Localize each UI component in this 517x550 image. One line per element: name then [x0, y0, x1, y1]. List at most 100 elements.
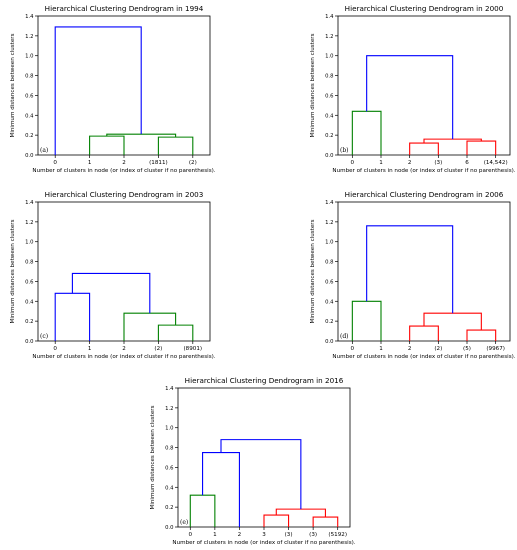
- y-tick-label: 1.0: [325, 240, 334, 246]
- dendrogram-link: [123, 312, 177, 341]
- y-tick-label: 1.0: [25, 240, 34, 246]
- y-tick-label: 0.4: [165, 485, 174, 491]
- y-tick-label: 1.2: [165, 406, 173, 412]
- leaf-label: 0: [53, 346, 57, 352]
- x-axis-label: Number of clusters in node (or index of …: [32, 354, 215, 360]
- dendrogram-link: [157, 324, 194, 341]
- dendrogram-link: [157, 136, 194, 155]
- y-tick-label: 0.2: [325, 133, 333, 139]
- y-axis-label: Minimum distances between clusters: [10, 33, 16, 137]
- y-tick-label: 1.0: [165, 426, 174, 432]
- y-tick-label: 1.4: [325, 14, 334, 20]
- leaf-label: 0: [53, 160, 57, 166]
- axes-frame: [177, 387, 351, 528]
- dendrogram-link: [366, 55, 454, 140]
- leaf-label: (3): [285, 532, 293, 538]
- y-tick-label: 0.4: [325, 299, 334, 305]
- y-tick-label: 1.0: [25, 54, 34, 60]
- y-tick-label: 1.2: [25, 220, 33, 226]
- leaf-label: (2): [154, 346, 162, 352]
- dendrogram-link: [54, 292, 91, 341]
- y-tick-label: 0.4: [25, 113, 34, 119]
- chart-title: Hierarchical Clustering Dendrogram in 20…: [345, 4, 504, 13]
- y-tick-label: 0.8: [25, 260, 34, 266]
- dendrogram-link: [366, 225, 454, 314]
- y-tick-label: 1.4: [25, 14, 34, 20]
- y-tick-label: 0.0: [25, 153, 34, 159]
- leaf-label: 1: [88, 346, 92, 352]
- leaf-label: (3): [309, 532, 317, 538]
- leaf-label: (2): [189, 160, 197, 166]
- leaf-label: 0: [351, 346, 355, 352]
- dendrogram-panel-1: Hierarchical Clustering Dendrogram in 19…: [10, 4, 216, 174]
- chart-title: Hierarchical Clustering Dendrogram in 19…: [45, 4, 204, 13]
- panel-label: (d): [340, 333, 349, 340]
- dendrogram-link: [54, 26, 142, 155]
- y-tick-label: 0.6: [25, 279, 34, 285]
- leaf-label: 2: [408, 346, 412, 352]
- leaf-label: (2): [434, 346, 442, 352]
- y-tick-label: 0.8: [325, 74, 334, 80]
- panel-label: (b): [340, 147, 349, 154]
- y-tick-label: 0.2: [25, 319, 33, 325]
- dendrogram-link: [312, 516, 339, 527]
- y-tick-label: 0.2: [325, 319, 333, 325]
- leaf-label: (14,542): [484, 160, 508, 166]
- panel-label: (c): [40, 333, 48, 340]
- x-axis-label: Number of clusters in node (or index of …: [332, 354, 515, 360]
- dendrogram-link: [409, 325, 439, 341]
- leaf-label: 2: [408, 160, 412, 166]
- dendrogram-link: [220, 439, 302, 510]
- x-axis-label: Number of clusters in node (or index of …: [32, 168, 215, 174]
- y-tick-label: 0.2: [25, 133, 33, 139]
- dendrogram-link: [202, 451, 240, 527]
- y-tick-label: 0.6: [325, 93, 334, 99]
- leaf-label: 1: [88, 160, 92, 166]
- dendrogram-link: [263, 514, 290, 527]
- y-tick-label: 1.2: [325, 220, 333, 226]
- y-tick-label: 1.4: [325, 200, 334, 206]
- y-tick-label: 0.6: [165, 465, 174, 471]
- x-axis-label: Number of clusters in node (or index of …: [332, 168, 515, 174]
- leaf-label: 0: [351, 160, 355, 166]
- y-tick-label: 0.6: [325, 279, 334, 285]
- y-tick-label: 1.0: [325, 54, 334, 60]
- chart-title: Hierarchical Clustering Dendrogram in 20…: [185, 376, 344, 385]
- y-tick-label: 1.2: [325, 34, 333, 40]
- leaf-label: 6: [465, 160, 469, 166]
- leaf-label: 0: [189, 532, 193, 538]
- dendrogram-panel-3: Hierarchical Clustering Dendrogram in 20…: [10, 190, 216, 360]
- dendrogram-link: [466, 140, 497, 155]
- leaf-label: 1: [213, 532, 217, 538]
- leaf-label: 2: [122, 160, 126, 166]
- y-tick-label: 0.8: [165, 446, 174, 452]
- y-tick-label: 0.2: [165, 505, 173, 511]
- dendrogram-panel-5: Hierarchical Clustering Dendrogram in 20…: [150, 376, 356, 546]
- leaf-label: 2: [122, 346, 126, 352]
- dendrogram-panel-4: Hierarchical Clustering Dendrogram in 20…: [310, 190, 516, 360]
- y-tick-label: 0.0: [165, 525, 174, 531]
- chart-title: Hierarchical Clustering Dendrogram in 20…: [345, 190, 504, 199]
- chart-title: Hierarchical Clustering Dendrogram in 20…: [45, 190, 204, 199]
- y-tick-label: 0.0: [25, 339, 34, 345]
- dendrogram-link: [71, 272, 151, 314]
- y-tick-label: 1.4: [165, 386, 174, 392]
- y-tick-label: 0.8: [325, 260, 334, 266]
- y-tick-label: 0.6: [25, 93, 34, 99]
- dendrogram-link: [351, 110, 382, 155]
- y-tick-label: 0.8: [25, 74, 34, 80]
- leaf-label: (5192): [328, 532, 347, 538]
- dendrogram-link: [466, 329, 497, 341]
- dendrogram-link: [89, 135, 125, 155]
- y-tick-label: 1.2: [25, 34, 33, 40]
- y-tick-label: 0.0: [325, 153, 334, 159]
- leaf-label: 1: [379, 160, 383, 166]
- leaf-label: 1: [379, 346, 383, 352]
- dendrogram-link: [351, 300, 382, 341]
- panel-label: (a): [40, 147, 48, 154]
- y-axis-label: Minimum distances between clusters: [150, 405, 156, 509]
- dendrogram-panel-2: Hierarchical Clustering Dendrogram in 20…: [310, 4, 516, 174]
- leaf-label: (1811): [149, 160, 168, 166]
- dendrogram-link: [189, 494, 216, 527]
